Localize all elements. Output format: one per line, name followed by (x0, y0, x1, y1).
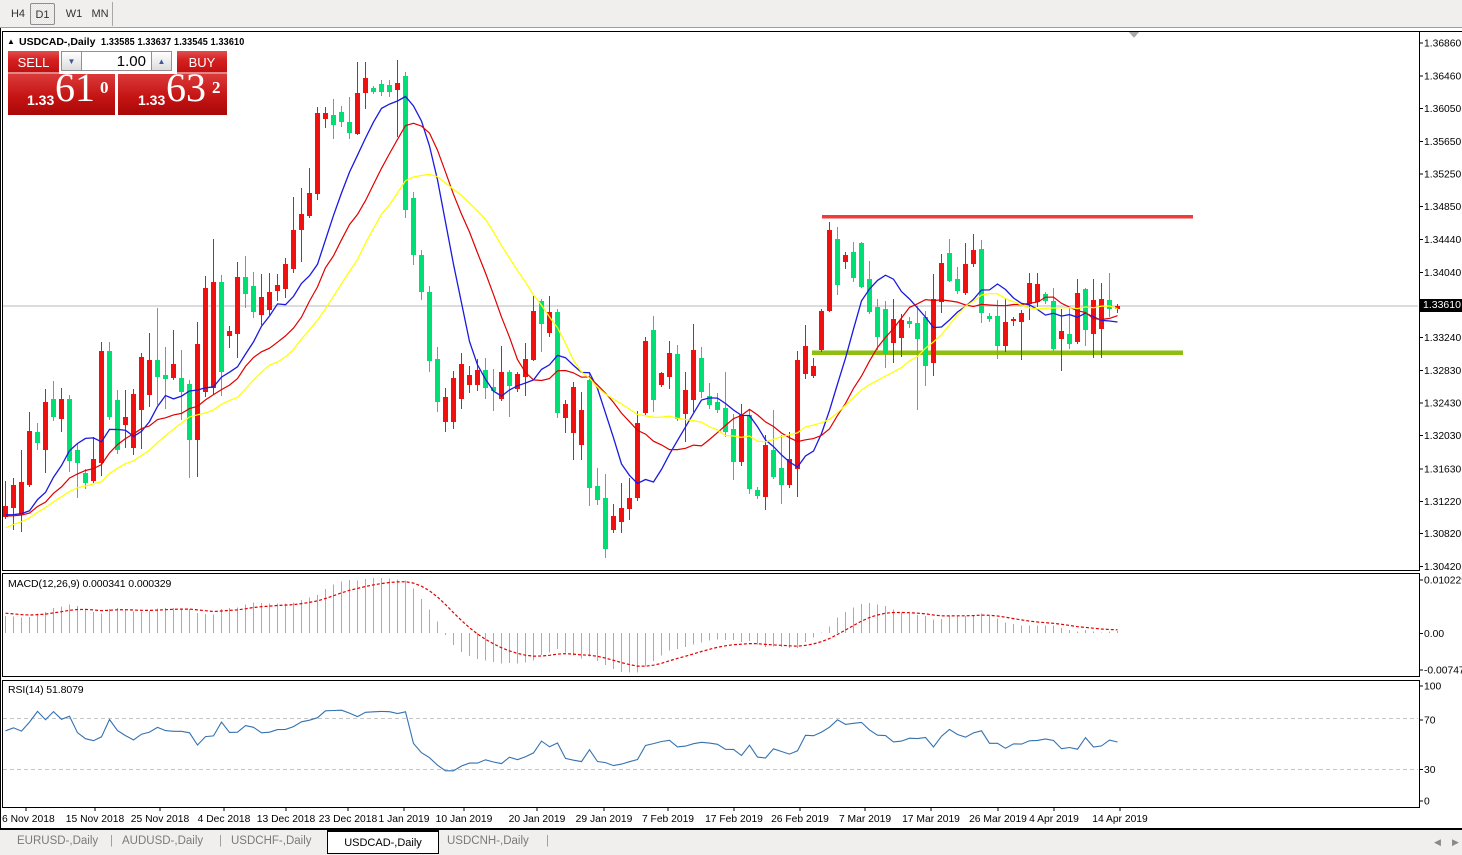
svg-text:20 Jan 2019: 20 Jan 2019 (509, 814, 566, 825)
svg-text:0.010229: 0.010229 (1424, 576, 1462, 587)
svg-text:0: 0 (1424, 797, 1430, 808)
svg-text:6 Nov 2018: 6 Nov 2018 (2, 814, 55, 825)
svg-text:1 Jan 2019: 1 Jan 2019 (379, 814, 430, 825)
svg-text:100: 100 (1424, 682, 1441, 693)
svg-text:17 Feb 2019: 17 Feb 2019 (705, 814, 763, 825)
svg-text:1.36860: 1.36860 (1424, 38, 1461, 49)
svg-text:1.31630: 1.31630 (1424, 465, 1461, 476)
svg-text:14 Apr 2019: 14 Apr 2019 (1092, 814, 1148, 825)
svg-text:7 Mar 2019: 7 Mar 2019 (839, 814, 891, 825)
svg-text:25 Nov 2018: 25 Nov 2018 (131, 814, 190, 825)
svg-text:10 Jan 2019: 10 Jan 2019 (436, 814, 493, 825)
svg-text:1.34850: 1.34850 (1424, 202, 1461, 213)
svg-text:1.32830: 1.32830 (1424, 366, 1461, 377)
svg-text:17 Mar 2019: 17 Mar 2019 (902, 814, 960, 825)
svg-text:1.36050: 1.36050 (1424, 104, 1461, 115)
svg-text:1.34040: 1.34040 (1424, 268, 1461, 279)
svg-text:70: 70 (1424, 715, 1436, 726)
svg-text:-0.007477: -0.007477 (1424, 666, 1462, 677)
svg-text:26 Feb 2019: 26 Feb 2019 (771, 814, 829, 825)
svg-text:1.31220: 1.31220 (1424, 497, 1461, 508)
svg-text:30: 30 (1424, 765, 1436, 776)
svg-text:23 Dec 2018: 23 Dec 2018 (319, 814, 378, 825)
svg-text:1.35250: 1.35250 (1424, 170, 1461, 181)
svg-text:1.30420: 1.30420 (1424, 562, 1461, 573)
svg-text:0.00: 0.00 (1424, 629, 1444, 640)
svg-text:4 Apr 2019: 4 Apr 2019 (1029, 814, 1079, 825)
svg-text:1.32030: 1.32030 (1424, 431, 1461, 442)
svg-text:7 Feb 2019: 7 Feb 2019 (642, 814, 694, 825)
svg-text:1.36460: 1.36460 (1424, 71, 1461, 82)
svg-text:4 Dec 2018: 4 Dec 2018 (198, 814, 251, 825)
svg-text:13 Dec 2018: 13 Dec 2018 (257, 814, 316, 825)
svg-text:29 Jan 2019: 29 Jan 2019 (576, 814, 633, 825)
svg-text:1.33240: 1.33240 (1424, 333, 1461, 344)
svg-text:1.30820: 1.30820 (1424, 529, 1461, 540)
svg-text:26 Mar 2019: 26 Mar 2019 (969, 814, 1027, 825)
svg-text:15 Nov 2018: 15 Nov 2018 (66, 814, 125, 825)
svg-text:1.32430: 1.32430 (1424, 399, 1461, 410)
svg-text:1.35650: 1.35650 (1424, 137, 1461, 148)
svg-text:1.34440: 1.34440 (1424, 235, 1461, 246)
